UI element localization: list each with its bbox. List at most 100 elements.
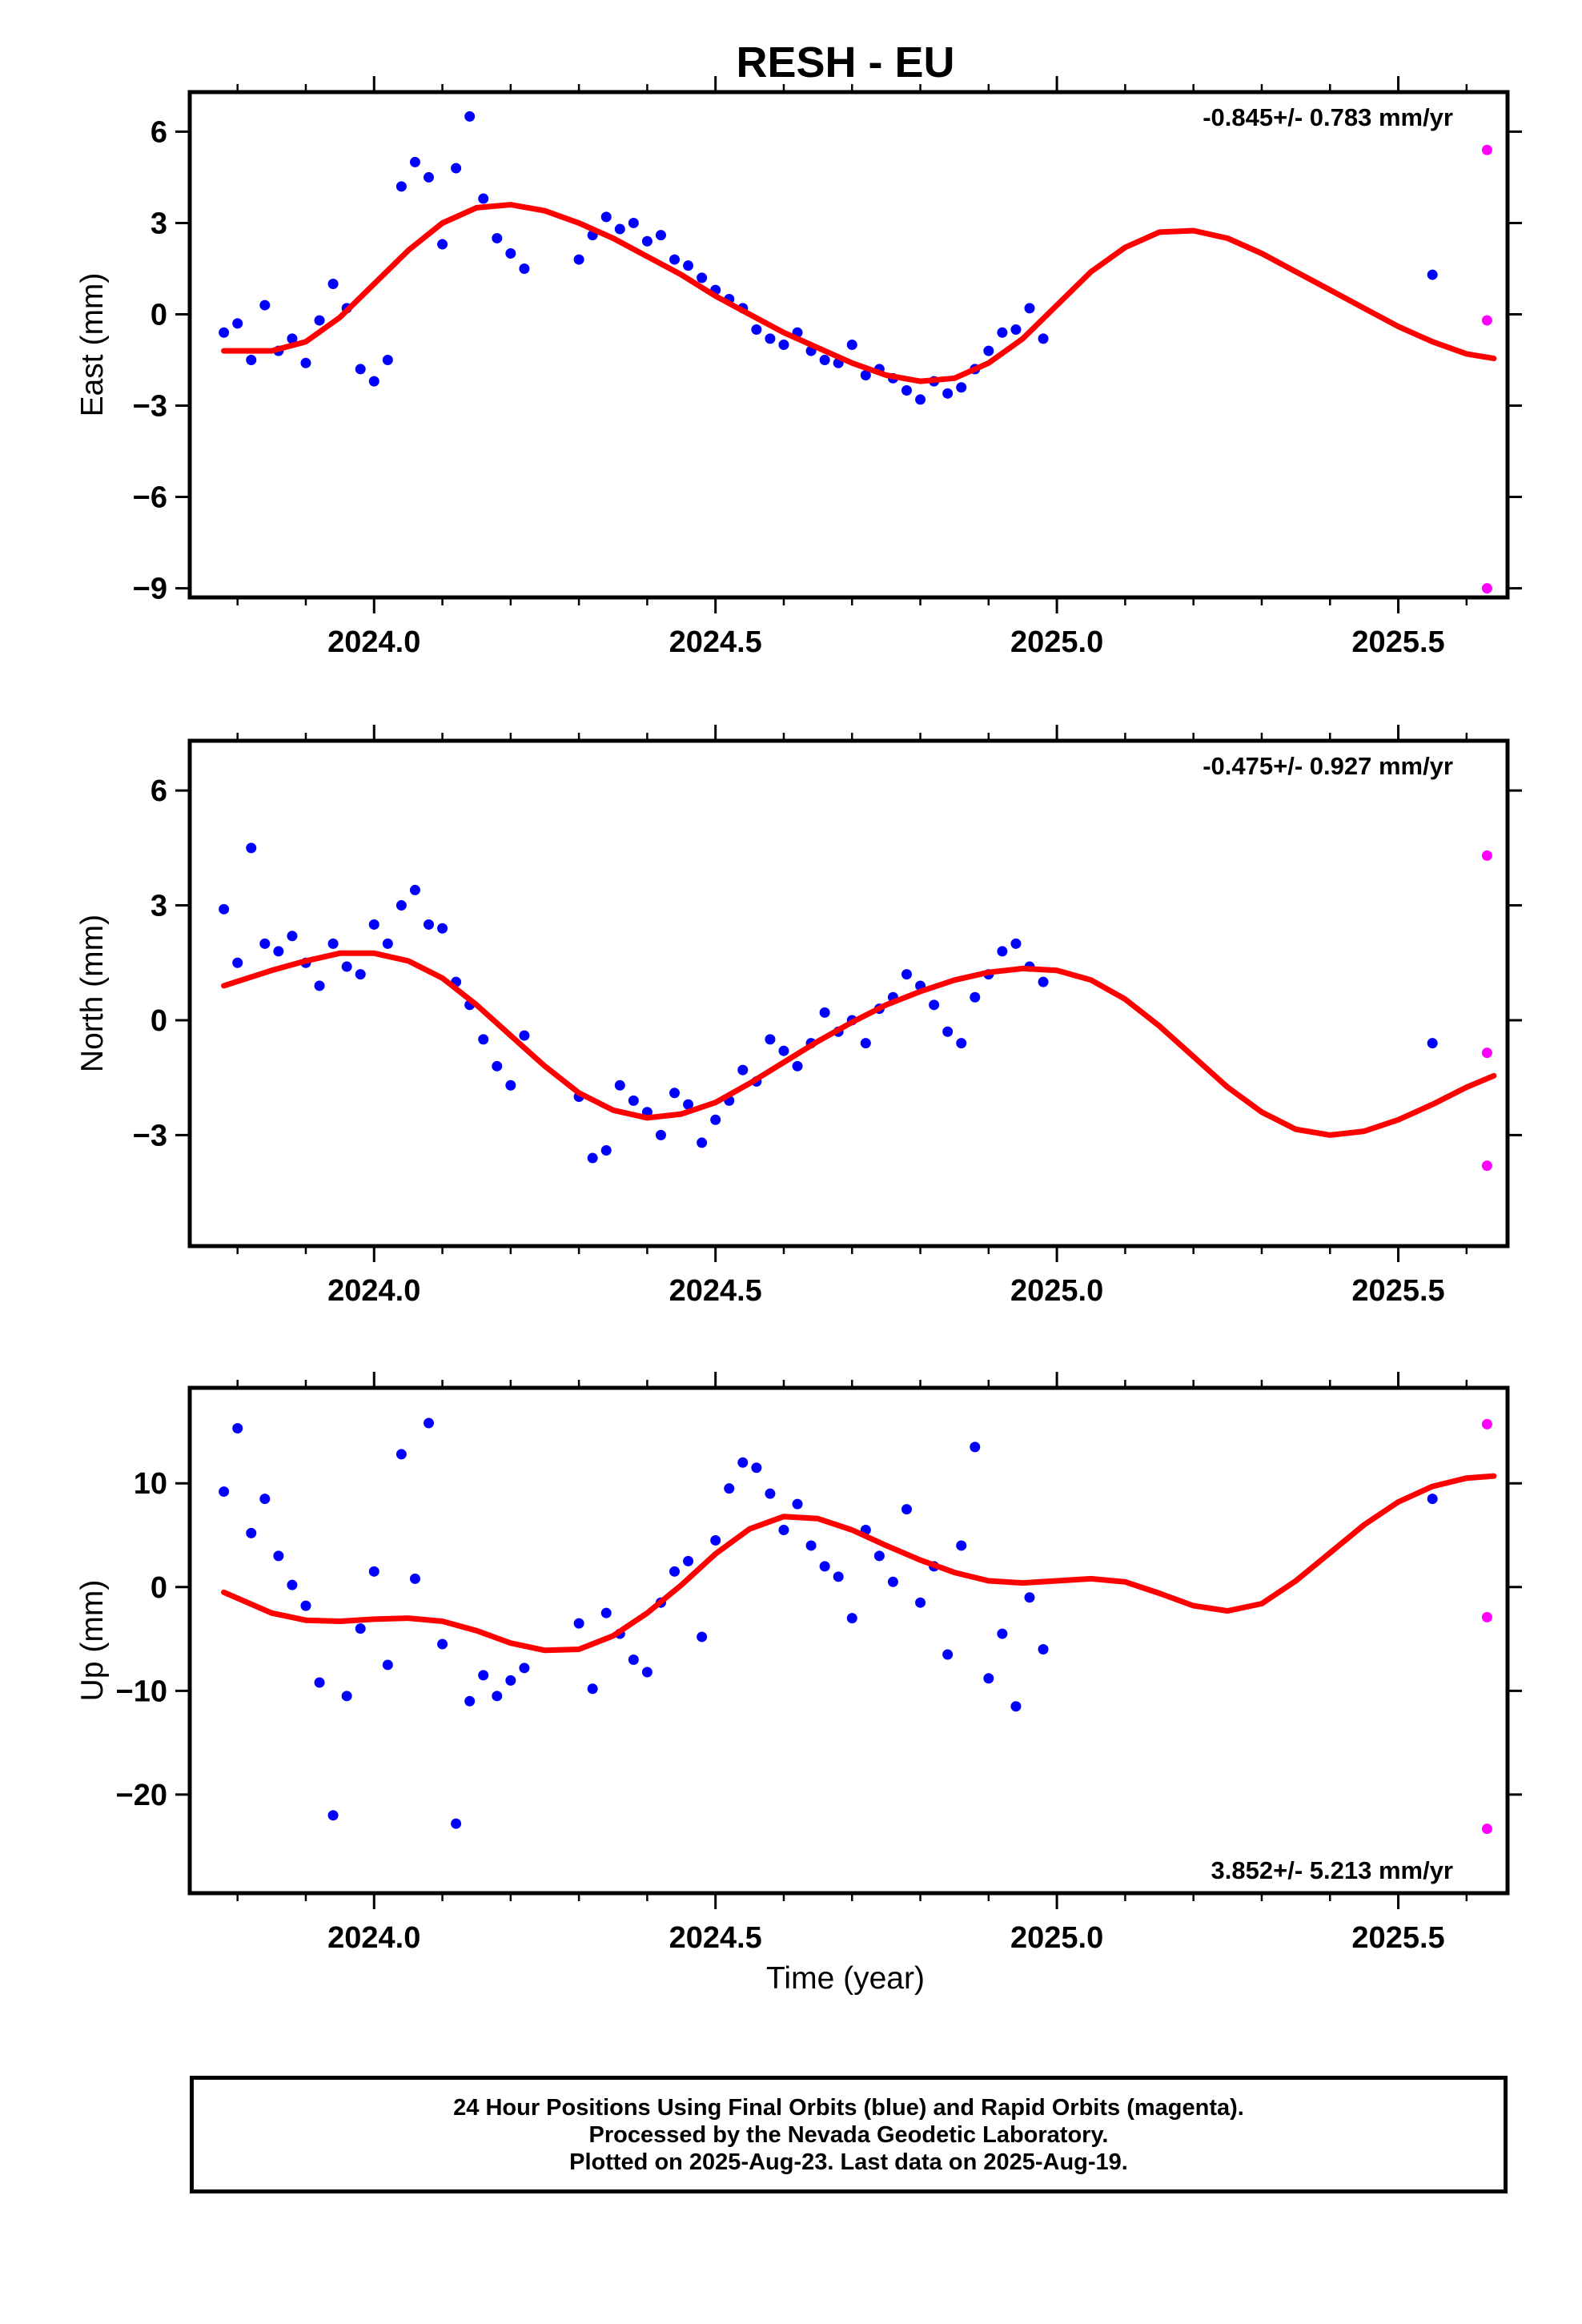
data-point [246, 842, 257, 854]
data-point [887, 1576, 898, 1587]
x-tick-label: 2025.5 [1351, 1921, 1444, 1955]
data-point [273, 1550, 284, 1562]
data-point [409, 1573, 420, 1584]
data-point [382, 1659, 393, 1671]
data-point [1427, 1494, 1438, 1505]
x-tick-label: 2025.5 [1351, 1274, 1444, 1308]
data-point [314, 980, 325, 991]
data-point [697, 272, 708, 283]
rapid-data-point [1481, 144, 1492, 155]
data-point [915, 394, 926, 405]
data-point [300, 357, 311, 368]
data-point [641, 235, 652, 247]
caption-line-2: Processed by the Nevada Geodetic Laborat… [588, 2121, 1109, 2148]
caption-line-3: Plotted on 2025-Aug-23. Last data on 202… [569, 2149, 1128, 2175]
data-point [368, 1566, 379, 1577]
data-point [409, 156, 420, 167]
data-point [778, 1525, 789, 1536]
data-point [1038, 976, 1049, 987]
data-point [628, 1095, 639, 1106]
chart-title: RESH - EU [736, 38, 954, 86]
x-tick-label: 2024.5 [669, 1921, 762, 1955]
data-point [614, 1080, 625, 1091]
data-point [587, 1152, 598, 1164]
plot-frame [187, 1385, 1510, 1896]
data-point [600, 211, 612, 223]
data-point [1038, 333, 1049, 344]
data-point [600, 1144, 612, 1156]
data-point [956, 1038, 967, 1049]
data-point [956, 382, 967, 393]
y-axis-label: Up (mm) [75, 1580, 110, 1702]
data-point [327, 938, 339, 949]
data-point [997, 1628, 1008, 1639]
data-point [1010, 938, 1022, 949]
x-tick-label: 2024.0 [327, 1921, 420, 1955]
data-point [478, 193, 489, 204]
data-point [232, 318, 243, 329]
data-point [492, 1060, 503, 1072]
data-point [778, 340, 789, 350]
data-point [259, 938, 271, 949]
data-point [669, 1088, 681, 1099]
data-point [314, 315, 325, 326]
data-point [492, 232, 503, 243]
model-curve [221, 1473, 1497, 1654]
rapid-orbit-points [1481, 850, 1492, 1172]
data-point [942, 1649, 954, 1660]
north-panel: 2024.0 2024.5 2025.0 2025.5 6 3 0 −3 North (mm) -… [75, 725, 1522, 1308]
data-point [737, 1064, 749, 1076]
data-point [437, 1638, 448, 1650]
y-tick-label: 3 [151, 207, 167, 240]
data-point [300, 1600, 311, 1611]
data-point [382, 355, 393, 366]
data-point [1010, 324, 1022, 335]
data-point [478, 1034, 489, 1045]
data-point [833, 1571, 844, 1582]
data-point [792, 1060, 803, 1072]
data-point [628, 217, 639, 228]
data-point [765, 333, 776, 344]
data-point [683, 1099, 694, 1110]
data-point [683, 1555, 694, 1566]
data-point [573, 1618, 584, 1629]
data-point [273, 946, 284, 957]
rapid-data-point [1481, 1160, 1492, 1172]
x-tick-label: 2025.0 [1010, 625, 1103, 659]
data-point [396, 900, 407, 911]
data-point [341, 1691, 352, 1702]
rate-annotation: 3.852+/- 5.213 mm/yr [1211, 1856, 1453, 1884]
data-point [219, 1486, 230, 1498]
data-point [683, 260, 694, 271]
data-point [737, 1457, 749, 1468]
data-point [997, 327, 1008, 338]
rate-annotation: -0.845+/- 0.783 mm/yr [1203, 103, 1453, 131]
data-point [423, 1417, 434, 1429]
x-axis-label: Time (year) [766, 1961, 925, 1996]
data-point [765, 1034, 776, 1045]
data-point [1010, 1701, 1022, 1712]
data-point [287, 333, 298, 344]
data-point [341, 961, 352, 972]
y-tick-label: −10 [116, 1675, 167, 1708]
data-point [409, 884, 420, 895]
data-point [327, 278, 339, 289]
data-point [942, 388, 954, 399]
data-point [942, 1026, 954, 1037]
data-point [423, 171, 434, 183]
data-point [246, 1527, 257, 1538]
data-point [929, 999, 940, 1011]
data-point [669, 1566, 681, 1577]
data-point [505, 247, 516, 259]
x-tick-label: 2025.0 [1010, 1274, 1103, 1308]
rapid-orbit-points [1481, 1418, 1492, 1835]
data-point [1024, 1592, 1035, 1603]
data-point [519, 1030, 530, 1041]
rapid-data-point [1481, 1047, 1492, 1059]
data-point [355, 364, 366, 375]
data-point [792, 1498, 803, 1510]
data-point [860, 370, 871, 381]
data-point [697, 1631, 708, 1642]
x-tick-label: 2024.0 [327, 1274, 420, 1308]
